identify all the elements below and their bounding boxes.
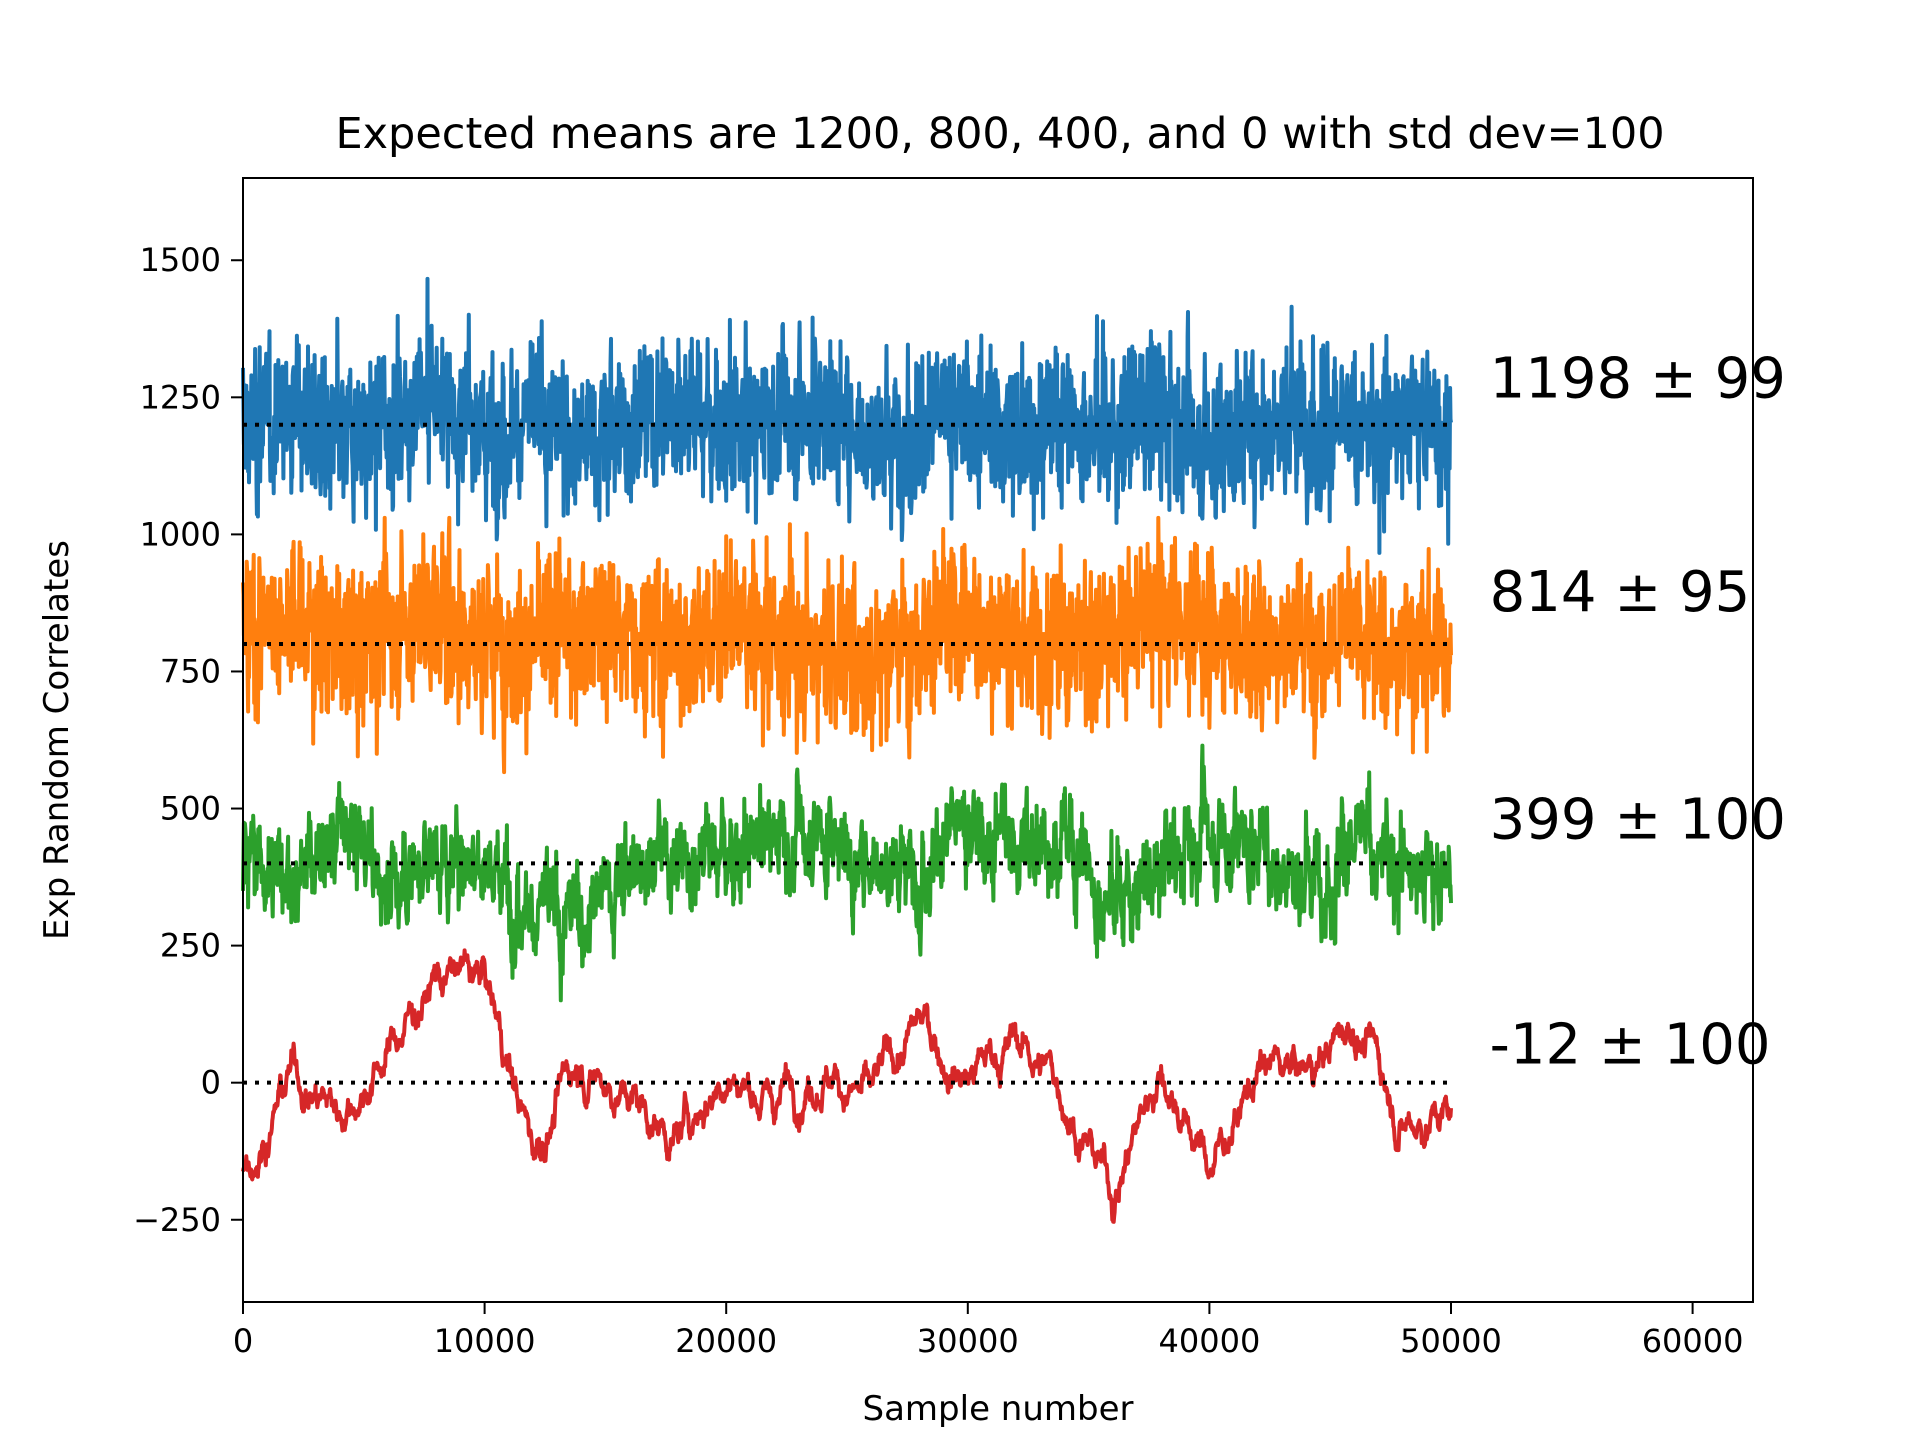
series-line-3 [241, 743, 1453, 1003]
annotation-2: 814 ± 95 [1490, 560, 1751, 625]
y-tick-label: −250 [133, 1201, 221, 1239]
y-tick-label: 1500 [140, 241, 221, 279]
x-tick-label: 60000 [1642, 1322, 1744, 1360]
series-layer [241, 276, 1453, 1224]
y-tick-label: 250 [160, 927, 221, 965]
x-axis-label: Sample number [863, 1389, 1134, 1429]
y-tick-label: 500 [160, 790, 221, 828]
reference-lines [243, 422, 1451, 1085]
chart-title: Expected means are 1200, 800, 400, and 0… [335, 109, 1664, 159]
y-tick-label: 750 [160, 652, 221, 690]
axes-frame [242, 177, 1754, 1303]
y-tick-label: 0 [201, 1064, 221, 1102]
x-tick-label: 20000 [675, 1322, 777, 1360]
x-axis-ticks: 0 10000 20000 30000 40000 50000 60000 [233, 1302, 1744, 1360]
x-tick-label: 0 [233, 1322, 253, 1360]
x-tick-label: 40000 [1159, 1322, 1261, 1360]
series-line-4 [241, 948, 1453, 1224]
annotation-1: 1198 ± 99 [1490, 346, 1786, 411]
y-axis-label: Exp Random Correlates [37, 540, 77, 940]
plot-area [241, 276, 1453, 1224]
y-axis-ticks: −250 0 250 500 750 1000 1250 1500 [133, 241, 243, 1239]
annotations: 1198 ± 99 814 ± 95 399 ± 100 -12 ± 100 [1490, 346, 1786, 1077]
x-tick-label: 30000 [917, 1322, 1019, 1360]
annotation-3: 399 ± 100 [1490, 788, 1786, 853]
annotation-4: -12 ± 100 [1490, 1012, 1771, 1077]
y-tick-label: 1000 [140, 515, 221, 553]
x-tick-label: 10000 [434, 1322, 536, 1360]
y-tick-label: 1250 [140, 378, 221, 416]
series-line-2 [241, 515, 1453, 775]
series-line-1 [241, 276, 1453, 555]
x-tick-label: 50000 [1400, 1322, 1502, 1360]
